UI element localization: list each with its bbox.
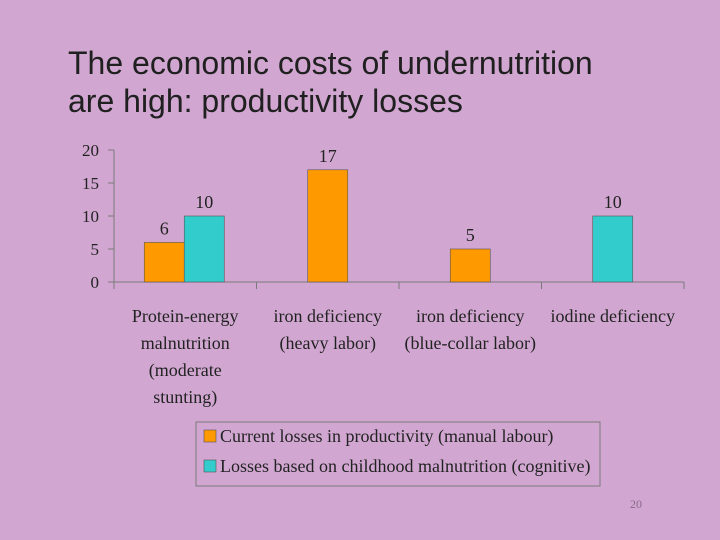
legend-box — [195, 421, 601, 487]
x-category-label-line: (blue-collar labor) — [405, 333, 536, 354]
bar-current-losses — [449, 248, 491, 283]
bar-childhood-losses — [183, 215, 225, 283]
y-tick-label: 0 — [91, 273, 100, 292]
title-line-1: The economic costs of undernutrition — [68, 45, 593, 81]
chart-labels: 6 10 17 5 10 Protein-energy malnutrition (moder… — [132, 146, 675, 408]
chart-bars — [143, 169, 634, 283]
bar-childhood-losses — [592, 215, 634, 283]
legend-swatch — [203, 429, 217, 443]
x-category-label: Protein-energy malnutrition (moderate stunt… — [132, 306, 239, 408]
data-label: 10 — [195, 192, 213, 212]
y-tick-label: 10 — [82, 207, 99, 226]
x-category-label-line: iron deficiency — [416, 306, 524, 326]
data-label: 6 — [160, 218, 169, 238]
data-label: 17 — [319, 146, 337, 166]
x-category-label-line: malnutrition — [141, 333, 230, 353]
y-tick-label: 15 — [82, 174, 99, 193]
data-label: 5 — [466, 225, 475, 245]
y-tick-label: 20 — [82, 141, 99, 160]
slide-number: 20 — [630, 497, 642, 511]
slide-title: The economic costs of undernutrition are… — [68, 44, 708, 120]
x-category-label-line: iron deficiency — [274, 306, 382, 326]
x-category-label-line: (heavy labor) — [280, 333, 376, 354]
x-category-label: iron deficiency (heavy labor) — [274, 306, 382, 354]
x-category-label-line: (moderate — [149, 360, 222, 381]
data-label: 10 — [604, 192, 622, 212]
bar-current-losses — [307, 169, 349, 283]
legend-label: Losses based on childhood malnutrition (… — [220, 456, 590, 477]
title-line-2: are high: productivity losses — [68, 83, 463, 119]
x-category-label-line: iodine deficiency — [551, 306, 675, 326]
x-category-label-line: stunting) — [153, 387, 217, 408]
x-category-label-line: Protein-energy — [132, 306, 239, 326]
bar-current-losses — [143, 242, 185, 283]
y-tick-label: 5 — [91, 240, 100, 259]
chart-legend: Current losses in productivity (manual l… — [195, 421, 601, 487]
x-category-label: iron deficiency (blue-collar labor) — [405, 306, 536, 354]
legend-swatch — [203, 459, 217, 473]
x-category-label: iodine deficiency — [551, 306, 675, 326]
chart-axes: 0 5 10 15 20 — [82, 141, 685, 292]
legend-label: Current losses in productivity (manual l… — [220, 426, 553, 447]
